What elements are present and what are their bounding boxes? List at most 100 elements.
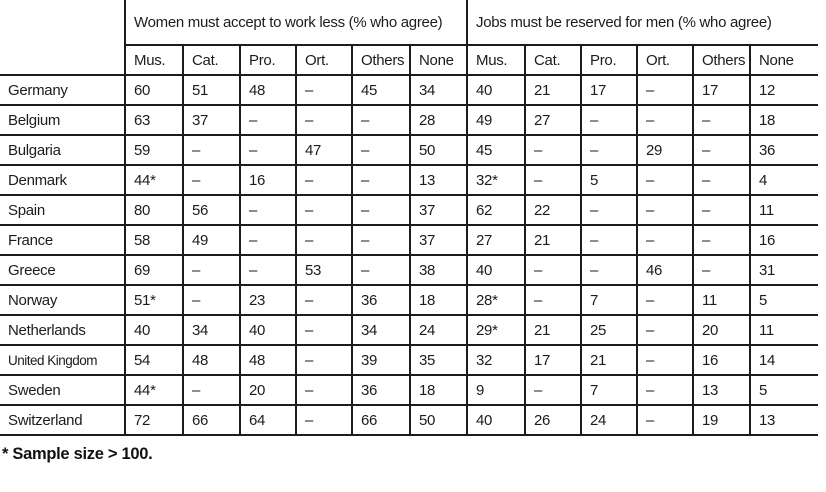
value-cell: 32 bbox=[466, 345, 525, 376]
value-cell: – bbox=[295, 345, 352, 376]
value-cell: – bbox=[295, 225, 352, 256]
value-cell: – bbox=[692, 165, 750, 196]
country-cell: United Kingdom bbox=[0, 345, 125, 376]
value-cell: 51* bbox=[124, 285, 183, 316]
sub-header-pro-2: Pro. bbox=[580, 45, 637, 76]
value-cell: 7 bbox=[580, 375, 637, 406]
value-cell: 4 bbox=[748, 165, 819, 196]
value-cell: 13 bbox=[409, 165, 467, 196]
value-cell: – bbox=[295, 375, 352, 406]
value-cell: 13 bbox=[748, 405, 819, 436]
country-cell: Bulgaria bbox=[0, 135, 125, 166]
value-cell: – bbox=[636, 195, 693, 226]
value-cell: 63 bbox=[124, 105, 183, 136]
country-cell: Sweden bbox=[0, 375, 125, 406]
value-cell: – bbox=[295, 315, 352, 346]
value-cell: 48 bbox=[182, 345, 240, 376]
value-cell: 40 bbox=[466, 405, 525, 436]
value-cell: 44* bbox=[124, 375, 183, 406]
value-cell: – bbox=[351, 135, 410, 166]
value-cell: 17 bbox=[580, 75, 637, 106]
country-cell: France bbox=[0, 225, 125, 256]
table-row: Norway 51* –23–36 18 28* –7–11 5 bbox=[0, 285, 819, 316]
value-cell: 40 bbox=[466, 75, 525, 106]
value-cell: 39 bbox=[351, 345, 410, 376]
country-cell: Netherlands bbox=[0, 315, 125, 346]
value-cell: – bbox=[580, 225, 637, 256]
value-cell: 64 bbox=[239, 405, 296, 436]
value-cell: 62 bbox=[466, 195, 525, 226]
table-body: Germany 60 51 48–45 34 40 21 17–17 12 Belgium 6… bbox=[0, 75, 819, 436]
value-cell: – bbox=[295, 405, 352, 436]
value-cell: – bbox=[182, 165, 240, 196]
value-cell: 46 bbox=[636, 255, 693, 286]
value-cell: 27 bbox=[524, 105, 581, 136]
value-cell: 40 bbox=[466, 255, 525, 286]
value-cell: – bbox=[524, 285, 581, 316]
value-cell: 72 bbox=[124, 405, 183, 436]
table-row: Denmark 44* –16– –13 32* –5– –4 bbox=[0, 165, 819, 196]
value-cell: 48 bbox=[239, 75, 296, 106]
value-cell: – bbox=[351, 105, 410, 136]
value-cell: 18 bbox=[748, 105, 819, 136]
value-cell: 17 bbox=[524, 345, 581, 376]
value-cell: 37 bbox=[182, 105, 240, 136]
value-cell: 37 bbox=[409, 195, 467, 226]
value-cell: – bbox=[351, 225, 410, 256]
value-cell: 49 bbox=[466, 105, 525, 136]
table-row: France 58 49– – –37 27 21– – –16 bbox=[0, 225, 819, 256]
value-cell: – bbox=[692, 135, 750, 166]
value-cell: 38 bbox=[409, 255, 467, 286]
value-cell: – bbox=[295, 285, 352, 316]
value-cell: 16 bbox=[239, 165, 296, 196]
value-cell: 21 bbox=[524, 315, 581, 346]
country-cell: Greece bbox=[0, 255, 125, 286]
value-cell: 20 bbox=[239, 375, 296, 406]
value-cell: 13 bbox=[692, 375, 750, 406]
value-cell: – bbox=[692, 105, 750, 136]
value-cell: 11 bbox=[748, 195, 819, 226]
value-cell: – bbox=[295, 195, 352, 226]
value-cell: – bbox=[692, 225, 750, 256]
value-cell: – bbox=[636, 315, 693, 346]
value-cell: 48 bbox=[239, 345, 296, 376]
value-cell: – bbox=[239, 195, 296, 226]
table-footnote: * Sample size > 100. bbox=[2, 445, 153, 463]
value-cell: – bbox=[636, 75, 693, 106]
value-cell: 56 bbox=[182, 195, 240, 226]
value-cell: 69 bbox=[124, 255, 183, 286]
value-cell: 21 bbox=[524, 225, 581, 256]
value-cell: – bbox=[636, 225, 693, 256]
country-cell: Denmark bbox=[0, 165, 125, 196]
value-cell: – bbox=[524, 255, 581, 286]
value-cell: 54 bbox=[124, 345, 183, 376]
table-row: Germany 60 51 48–45 34 40 21 17–17 12 bbox=[0, 75, 819, 106]
value-cell: 66 bbox=[351, 405, 410, 436]
value-cell: 11 bbox=[748, 315, 819, 346]
value-cell: 18 bbox=[409, 285, 467, 316]
value-cell: 37 bbox=[409, 225, 467, 256]
value-cell: – bbox=[580, 255, 637, 286]
country-cell: Belgium bbox=[0, 105, 125, 136]
corner-cell bbox=[0, 0, 125, 76]
sub-header-ort-1: Ort. bbox=[295, 45, 352, 76]
value-cell: 59 bbox=[124, 135, 183, 166]
table-row: Belgium 63 37– – –28 49 27– – –18 bbox=[0, 105, 819, 136]
country-cell: Germany bbox=[0, 75, 125, 106]
value-cell: 24 bbox=[409, 315, 467, 346]
value-cell: 50 bbox=[409, 135, 467, 166]
table-row: Bulgaria 59– –47–50 45– –29–36 bbox=[0, 135, 819, 166]
value-cell: – bbox=[580, 135, 637, 166]
value-cell: 80 bbox=[124, 195, 183, 226]
country-cell: Norway bbox=[0, 285, 125, 316]
group-header-row: Women must accept to work less (% who ag… bbox=[0, 0, 819, 76]
value-cell: 45 bbox=[466, 135, 525, 166]
value-cell: 20 bbox=[692, 315, 750, 346]
value-cell: – bbox=[636, 105, 693, 136]
value-cell: – bbox=[692, 255, 750, 286]
value-cell: – bbox=[239, 135, 296, 166]
value-cell: 5 bbox=[748, 285, 819, 316]
value-cell: 35 bbox=[409, 345, 467, 376]
country-cell: Switzerland bbox=[0, 405, 125, 436]
